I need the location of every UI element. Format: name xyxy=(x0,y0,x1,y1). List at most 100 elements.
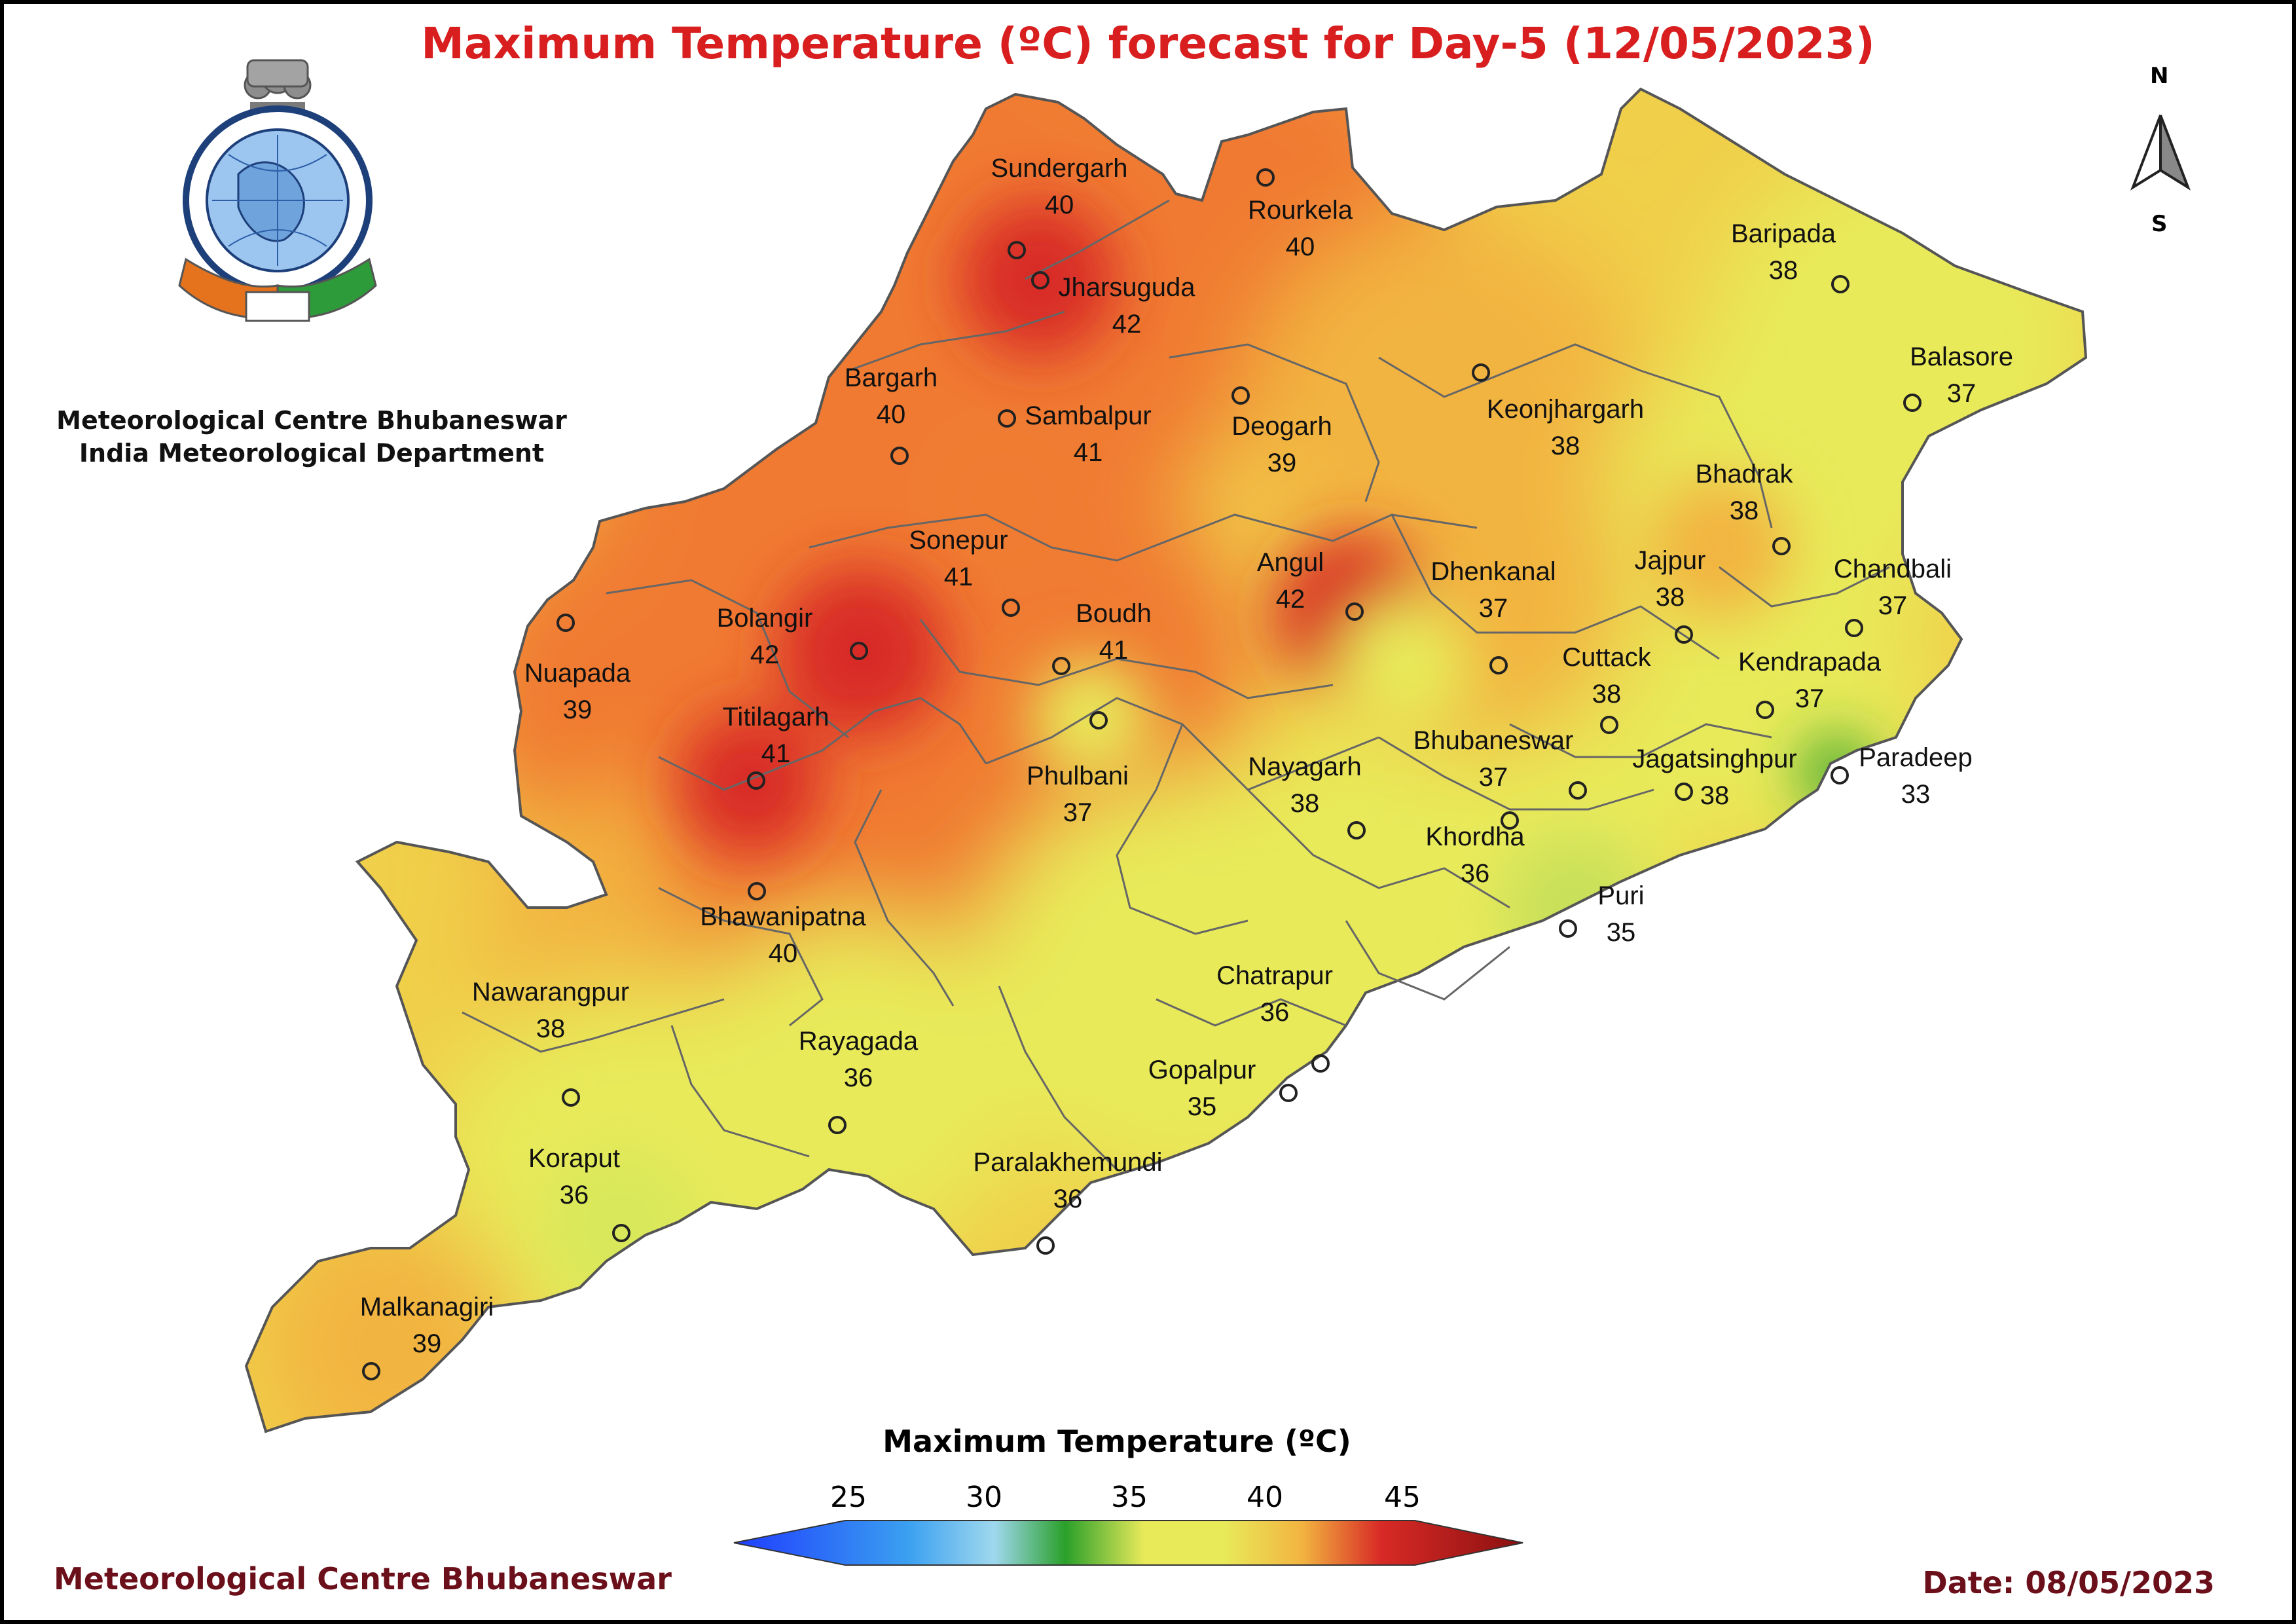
footer-organization: Meteorological Centre Bhubaneswar xyxy=(54,1561,672,1596)
station-marker: Bolangir 42 xyxy=(717,604,868,669)
station-dot-icon xyxy=(1036,1236,1055,1255)
station-name: Titilagarh xyxy=(722,703,829,731)
station-dot-icon xyxy=(1501,811,1519,830)
station-temperature: 41 xyxy=(1074,438,1103,467)
station-dot-icon xyxy=(1569,781,1587,800)
station-name: Deogarh xyxy=(1231,412,1332,441)
station-dot-icon xyxy=(1231,386,1250,405)
station-temperature: 35 xyxy=(1188,1092,1217,1121)
station-temperature: 42 xyxy=(1112,310,1142,339)
station-name: Phulbani xyxy=(1027,762,1129,790)
station-marker: Angul 42 xyxy=(1257,548,1364,621)
legend-title: Maximum Temperature (ºC) xyxy=(883,1424,1351,1459)
station-name: Jagatsinghpur xyxy=(1632,745,1796,773)
station-dot-icon xyxy=(1756,701,1774,719)
station-dot-icon xyxy=(1845,619,1863,637)
station-temperature: 39 xyxy=(563,695,592,724)
station-marker: Puri 35 xyxy=(1559,881,1645,947)
station-marker: Balasore 37 xyxy=(1903,342,2013,412)
legend-tick: 35 xyxy=(1111,1481,1148,1514)
station-dot-icon xyxy=(1002,599,1020,617)
station-temperature: 39 xyxy=(1267,449,1297,477)
station-temperature: 38 xyxy=(1769,256,1798,285)
org-name-line2: India Meteorological Department xyxy=(79,439,545,468)
district-boundary-line xyxy=(854,789,955,1006)
district-boundary-line xyxy=(1378,736,1654,811)
station-dot-icon xyxy=(562,1088,580,1107)
legend-tick: 25 xyxy=(830,1481,867,1514)
station-dot-icon xyxy=(1052,657,1070,675)
district-boundary-line xyxy=(658,887,824,1027)
station-temperature: 38 xyxy=(1592,680,1622,709)
station-marker: Cuttack 38 xyxy=(1562,643,1652,734)
station-temperature: 37 xyxy=(1947,379,1977,408)
district-boundary-line xyxy=(998,986,1118,1171)
station-temperature: 37 xyxy=(1479,763,1508,792)
station-temperature: 42 xyxy=(750,640,780,669)
station-name: Keonjhargarh xyxy=(1487,395,1644,424)
station-temperature: 37 xyxy=(1479,594,1508,623)
station-dot-icon xyxy=(1831,766,1849,784)
station-dot-icon xyxy=(748,882,766,900)
station-marker: Nawarangpur 38 xyxy=(472,978,629,1107)
station-dot-icon xyxy=(1345,602,1364,621)
station-name: Nuapada xyxy=(524,659,631,688)
station-marker: Nuapada 39 xyxy=(524,614,631,724)
stations-layer: Sundergarh 40 Rourkela 40 Jharsuguda 42 Baripa… xyxy=(360,154,2013,1380)
station-marker: Malkanagiri 39 xyxy=(360,1293,494,1380)
org-name-line1: Meteorological Centre Bhubaneswar xyxy=(56,406,567,435)
station-name: Boudh xyxy=(1076,599,1152,628)
station-name: Dhenkanal xyxy=(1430,557,1556,586)
station-name: Bolangir xyxy=(717,604,813,633)
station-temperature: 41 xyxy=(1099,636,1129,665)
station-dot-icon xyxy=(1772,537,1791,555)
station-marker: Gopalpur 35 xyxy=(1148,1056,1298,1121)
district-boundary-line xyxy=(1509,723,1772,758)
station-temperature: 39 xyxy=(412,1329,442,1358)
station-dot-icon xyxy=(890,447,909,465)
station-name: Balasore xyxy=(1910,342,2013,371)
station-marker: Rourkela 40 xyxy=(1248,168,1353,261)
station-name: Rourkela xyxy=(1248,196,1353,225)
station-name: Koraput xyxy=(528,1144,620,1173)
station-temperature: 36 xyxy=(1260,998,1290,1027)
state-boundary xyxy=(244,87,2088,1433)
legend-tick: 40 xyxy=(1247,1481,1283,1514)
station-name: Jharsuguda xyxy=(1058,273,1195,302)
station-name: Bhawanipatna xyxy=(700,902,866,931)
station-dot-icon xyxy=(1279,1084,1298,1102)
legend-tick: 45 xyxy=(1384,1481,1421,1514)
station-name: Chandbali xyxy=(1834,555,1952,583)
station-name: Bhubaneswar xyxy=(1413,726,1574,755)
station-temperature: 38 xyxy=(1290,789,1320,818)
station-marker: Jharsuguda 42 xyxy=(1031,271,1195,339)
station-dot-icon xyxy=(1031,271,1049,289)
district-boundary-line xyxy=(606,579,849,739)
station-name: Angul xyxy=(1257,548,1324,577)
station-temperature: 38 xyxy=(536,1014,566,1043)
station-dot-icon xyxy=(1600,716,1618,734)
station-temperature: 36 xyxy=(1461,859,1490,888)
station-marker: Nayagarh 38 xyxy=(1248,752,1366,840)
station-name: Jajpur xyxy=(1635,546,1706,575)
station-name: Nayagarh xyxy=(1248,752,1361,781)
station-name: Sonepur xyxy=(909,526,1008,555)
legend-colorbar xyxy=(733,1520,1523,1566)
station-marker: Jagatsinghpur 38 xyxy=(1632,745,1796,810)
station-name: Bargarh xyxy=(845,363,938,392)
station-marker: Rayagada 36 xyxy=(799,1027,919,1134)
footer-date: Date: 08/05/2023 xyxy=(1922,1565,2215,1600)
district-boundary-line xyxy=(1640,369,1773,528)
station-dot-icon xyxy=(1675,783,1693,801)
station-dot-icon xyxy=(1008,241,1026,259)
station-temperature: 36 xyxy=(560,1181,589,1209)
station-temperature: 40 xyxy=(1286,232,1315,261)
district-boundary-line xyxy=(1025,199,1170,280)
station-name: Kendrapada xyxy=(1738,648,1882,676)
station-marker: Paradeep 33 xyxy=(1831,743,1973,809)
district-boundary-line xyxy=(1391,514,1720,660)
station-marker: Boudh 41 xyxy=(1052,599,1152,675)
station-marker: Jajpur 38 xyxy=(1635,546,1706,644)
station-temperature: 40 xyxy=(769,939,798,968)
district-boundary-line xyxy=(1116,724,1248,935)
